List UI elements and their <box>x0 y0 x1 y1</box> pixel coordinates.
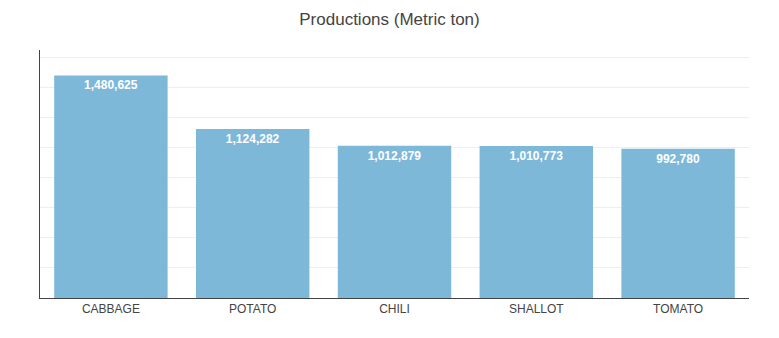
svg-text:992,780: 992,780 <box>656 152 700 166</box>
svg-text:CHILI: CHILI <box>379 302 410 316</box>
svg-text:Productions (Metric ton): Productions (Metric ton) <box>299 10 479 29</box>
svg-text:TOMATO: TOMATO <box>653 302 703 316</box>
svg-text:1,124,282: 1,124,282 <box>226 132 280 146</box>
svg-text:1,010,773: 1,010,773 <box>509 149 563 163</box>
svg-text:1,480,625: 1,480,625 <box>84 78 138 92</box>
svg-text:POTATO: POTATO <box>229 302 276 316</box>
svg-text:SHALLOT: SHALLOT <box>509 302 564 316</box>
svg-text:CABBAGE: CABBAGE <box>82 302 140 316</box>
svg-text:1,012,879: 1,012,879 <box>368 149 422 163</box>
